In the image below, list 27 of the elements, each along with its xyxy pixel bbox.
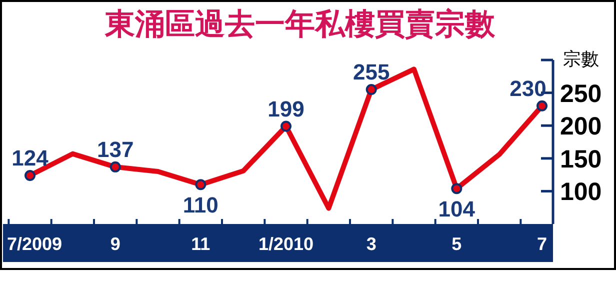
y-tick-label: 250 (560, 80, 602, 108)
point (110, 161, 121, 172)
x-tick-label: 5 (452, 234, 462, 254)
point (366, 84, 377, 96)
data-label: 255 (352, 60, 390, 85)
y-tick-label: 150 (560, 145, 602, 174)
y-tick-label: 100 (560, 178, 602, 206)
data-label: 110 (182, 192, 218, 218)
x-tick-label: 9 (110, 234, 120, 254)
point (280, 120, 292, 132)
y-axis-title: 宗數 (563, 49, 599, 69)
point (195, 179, 206, 190)
point (451, 183, 462, 194)
data-label: 104 (438, 196, 476, 222)
x-tick-label: 3 (366, 234, 376, 254)
point (536, 100, 548, 112)
x-tick-label: 1/2010 (258, 234, 314, 254)
data-label: 199 (268, 96, 304, 122)
data-label: 124 (12, 145, 50, 170)
point (24, 170, 36, 181)
x-tick-label: 11 (191, 234, 210, 254)
y-tick-label: 200 (560, 112, 602, 141)
chart-title: 東涌區過去一年私樓買賣宗數 (104, 7, 496, 41)
data-label: 137 (96, 136, 134, 162)
data-label: 230 (510, 76, 546, 101)
x-tick-label: 7/2009 (7, 234, 62, 254)
x-tick-label: 7 (536, 234, 548, 254)
